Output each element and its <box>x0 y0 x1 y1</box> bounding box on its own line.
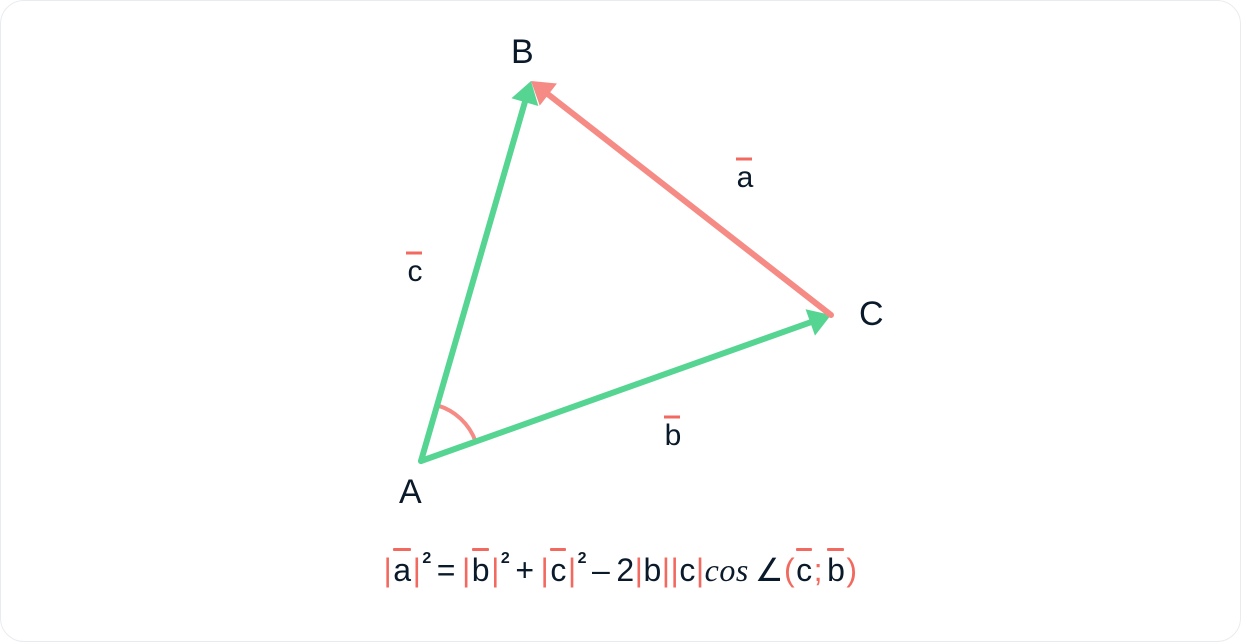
edge-label-b: b <box>664 417 681 452</box>
svg-text:c: c <box>408 255 423 288</box>
diagram-card: c b a A B C |a|2=|b|2+|c|2–2|b||c|cos∠(c;b) <box>0 0 1241 642</box>
edge-label-a: a <box>736 159 754 194</box>
angle-arc <box>437 405 476 441</box>
vertex-label-C: C <box>859 295 884 333</box>
edge-label-c: c <box>406 253 423 288</box>
edge-b-line <box>421 319 820 461</box>
svg-text:a: a <box>737 161 754 194</box>
cosine-rule-formula: |a|2=|b|2+|c|2–2|b||c|cos∠(c;b) <box>1 551 1240 589</box>
triangle-diagram: c b a A B C <box>1 1 1241 642</box>
vertex-label-B: B <box>511 33 534 71</box>
vertex-label-A: A <box>399 473 422 511</box>
svg-text:b: b <box>665 419 682 452</box>
edge-c-line <box>421 93 528 461</box>
edge-a-line <box>541 88 831 315</box>
